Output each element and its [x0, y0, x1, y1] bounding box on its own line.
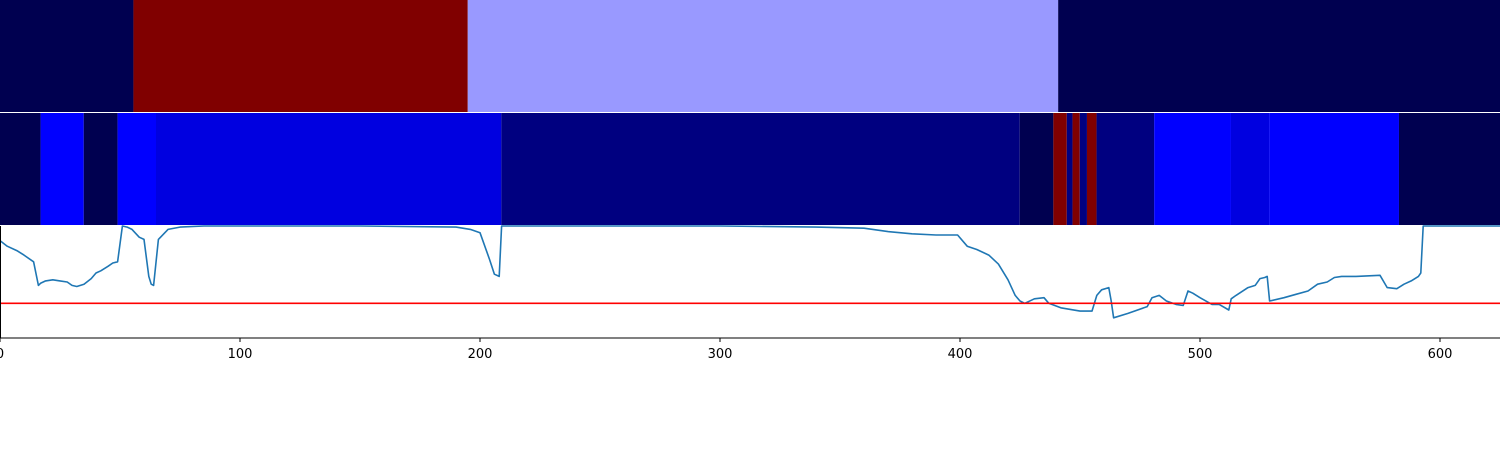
line-plot-panel: 0 100 200 300 400 500 600	[0, 225, 1500, 362]
heatmap-segment-1-9	[1072, 113, 1080, 225]
top-strip-panel	[0, 0, 1500, 112]
heatmap-segment-1-14	[1230, 113, 1270, 225]
x-tick-label-100: 100	[228, 347, 253, 362]
x-tick-label-300: 300	[708, 347, 733, 362]
heatmap-segment-0-1	[133, 0, 468, 112]
heatmap-segment-1-10	[1079, 113, 1087, 225]
heatmap-segment-1-1	[40, 113, 84, 225]
heatmap-segment-1-15	[1269, 113, 1399, 225]
heatmap-segment-1-0	[0, 113, 41, 225]
middle-strip-panel	[0, 113, 1500, 225]
heatmap-segment-1-5	[501, 113, 1020, 225]
x-tick-label-600: 600	[1428, 347, 1453, 362]
x-tick-label-400: 400	[948, 347, 973, 362]
series-line-0	[0, 225, 1500, 319]
heatmap-segment-1-8	[1066, 113, 1073, 225]
x-tick-label-0: 0	[0, 347, 4, 362]
heatmap-segment-1-12	[1096, 113, 1155, 225]
heatmap-segment-1-7	[1053, 113, 1067, 225]
heatmap-segment-1-11	[1086, 113, 1097, 225]
plot-background	[0, 226, 1500, 338]
heatmap-segment-1-16	[1398, 113, 1500, 225]
heatmap-segment-0-3	[1058, 0, 1500, 112]
heatmap-segment-1-2	[83, 113, 118, 225]
heatmap-segment-0-2	[467, 0, 1059, 112]
heatmap-segment-1-3	[117, 113, 156, 225]
heatmap-segment-1-4	[156, 113, 502, 225]
x-tick-label-500: 500	[1188, 347, 1213, 362]
heatmap-segment-1-13	[1154, 113, 1231, 225]
x-tick-label-200: 200	[468, 347, 493, 362]
heatmap-segment-0-0	[0, 0, 134, 112]
heatmap-segment-1-6	[1019, 113, 1054, 225]
